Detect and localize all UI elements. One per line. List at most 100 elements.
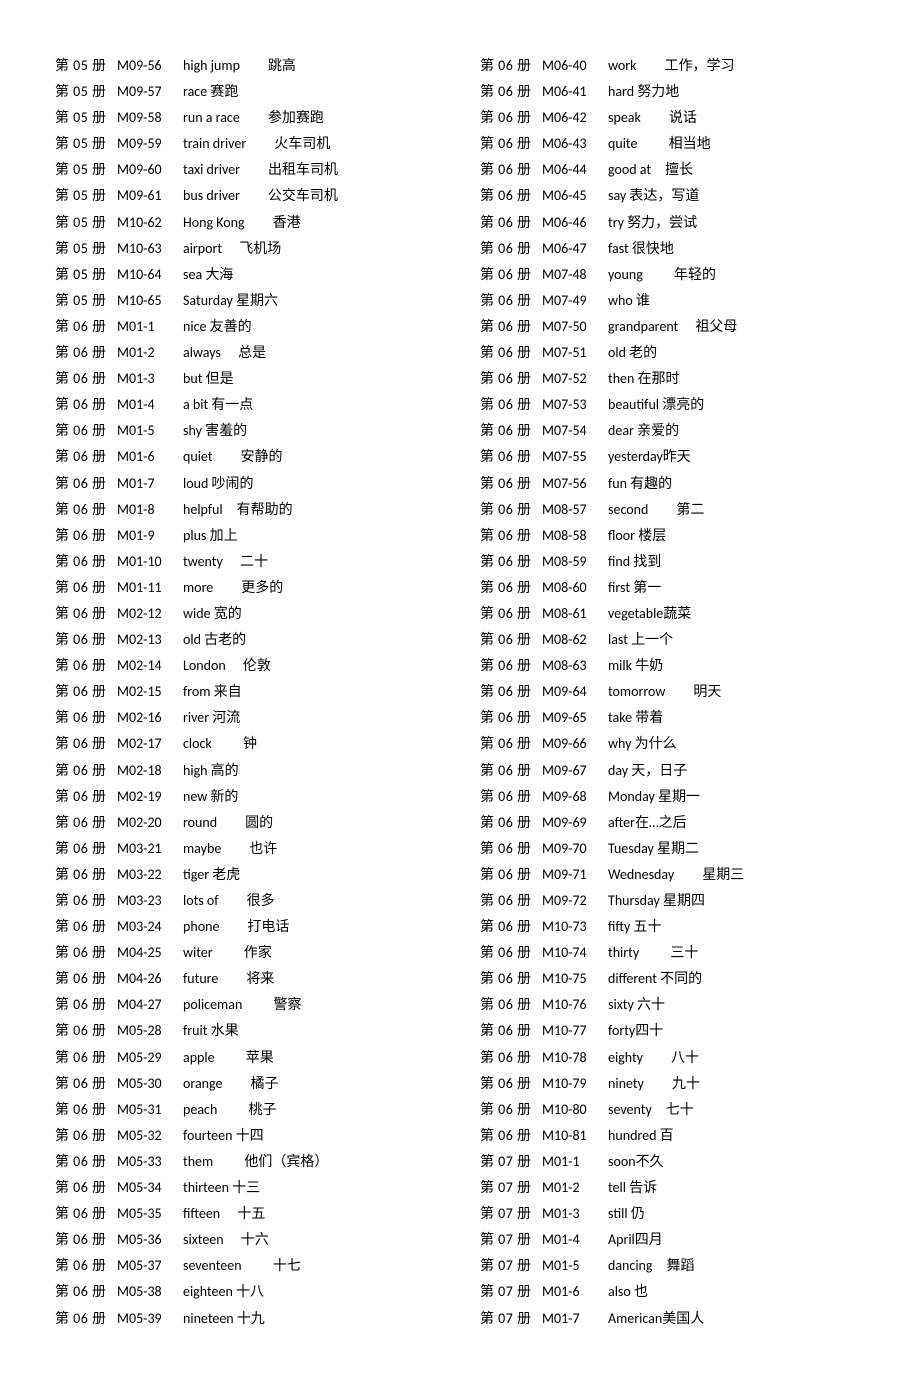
module-code: M01-1 (117, 317, 183, 337)
vocab-entry: thirteen 十三 (183, 1178, 425, 1198)
module-code: M09-72 (542, 891, 608, 911)
vocab-entry: soon不久 (608, 1152, 850, 1172)
book-label: 第 05 册 (55, 108, 117, 128)
vocab-entry: but 但是 (183, 369, 425, 389)
vocab-row: 第 06 册M02-14London 伦敦 (55, 656, 425, 676)
module-code: M06-43 (542, 134, 608, 154)
book-label: 第 06 册 (480, 813, 542, 833)
book-label: 第 06 册 (55, 421, 117, 441)
vocab-entry: grandparent 祖父母 (608, 317, 850, 337)
book-label: 第 06 册 (480, 604, 542, 624)
book-label: 第 05 册 (55, 186, 117, 206)
book-label: 第 06 册 (480, 134, 542, 154)
module-code: M10-80 (542, 1100, 608, 1120)
book-label: 第 06 册 (55, 839, 117, 859)
vocab-row: 第 06 册M05-38eighteen 十八 (55, 1282, 425, 1302)
book-label: 第 06 册 (480, 865, 542, 885)
vocab-row: 第 05 册M10-64sea 大海 (55, 265, 425, 285)
vocab-row: 第 06 册M01-2always 总是 (55, 343, 425, 363)
vocab-row: 第 06 册M01-5shy 害羞的 (55, 421, 425, 441)
vocab-entry: Thursday 星期四 (608, 891, 850, 911)
book-label: 第 06 册 (55, 500, 117, 520)
vocab-row: 第 06 册M06-42speak 说话 (480, 108, 850, 128)
module-code: M07-56 (542, 474, 608, 494)
vocab-row: 第 06 册M01-3but 但是 (55, 369, 425, 389)
book-label: 第 06 册 (480, 317, 542, 337)
vocab-row: 第 06 册M07-56fun 有趣的 (480, 474, 850, 494)
vocab-entry: Monday 星期一 (608, 787, 850, 807)
module-code: M01-7 (117, 474, 183, 494)
vocab-entry: take 带着 (608, 708, 850, 728)
book-label: 第 05 册 (55, 291, 117, 311)
book-label: 第 05 册 (55, 239, 117, 259)
vocab-entry: fifty 五十 (608, 917, 850, 937)
book-label: 第 06 册 (55, 343, 117, 363)
vocab-entry: hard 努力地 (608, 82, 850, 102)
book-label: 第 06 册 (55, 656, 117, 676)
vocab-entry: seventy 七十 (608, 1100, 850, 1120)
book-label: 第 06 册 (480, 969, 542, 989)
module-code: M01-5 (542, 1256, 608, 1276)
vocab-entry: quiet 安静的 (183, 447, 425, 467)
module-code: M09-58 (117, 108, 183, 128)
book-label: 第 05 册 (55, 213, 117, 233)
module-code: M05-30 (117, 1074, 183, 1094)
book-label: 第 06 册 (480, 578, 542, 598)
module-code: M10-76 (542, 995, 608, 1015)
vocab-row: 第 06 册M04-27policeman 警察 (55, 995, 425, 1015)
vocab-entry: more 更多的 (183, 578, 425, 598)
vocab-row: 第 06 册M05-30orange 橘子 (55, 1074, 425, 1094)
vocab-entry: always 总是 (183, 343, 425, 363)
vocab-row: 第 06 册M08-60first 第一 (480, 578, 850, 598)
book-label: 第 07 册 (480, 1282, 542, 1302)
vocab-row: 第 06 册M06-45say 表达，写道 (480, 186, 850, 206)
book-label: 第 06 册 (480, 552, 542, 572)
vocab-entry: second 第二 (608, 500, 850, 520)
module-code: M09-65 (542, 708, 608, 728)
module-code: M03-21 (117, 839, 183, 859)
book-label: 第 06 册 (55, 552, 117, 572)
vocab-entry: wide 宽的 (183, 604, 425, 624)
module-code: M06-47 (542, 239, 608, 259)
vocab-row: 第 06 册M08-58floor 楼层 (480, 526, 850, 546)
vocab-row: 第 06 册M02-12wide 宽的 (55, 604, 425, 624)
module-code: M03-23 (117, 891, 183, 911)
vocab-row: 第 06 册M10-79ninety 九十 (480, 1074, 850, 1094)
vocab-row: 第 06 册M01-6quiet 安静的 (55, 447, 425, 467)
module-code: M01-2 (542, 1178, 608, 1198)
module-code: M09-69 (542, 813, 608, 833)
vocab-row: 第 06 册M04-25witer 作家 (55, 943, 425, 963)
module-code: M01-6 (542, 1282, 608, 1302)
vocab-row: 第 06 册M05-34thirteen 十三 (55, 1178, 425, 1198)
vocab-row: 第 06 册M07-53beautiful 漂亮的 (480, 395, 850, 415)
book-label: 第 06 册 (480, 630, 542, 650)
vocab-row: 第 05 册M10-63airport 飞机场 (55, 239, 425, 259)
vocab-row: 第 06 册M02-19new 新的 (55, 787, 425, 807)
book-label: 第 06 册 (55, 787, 117, 807)
vocab-entry: new 新的 (183, 787, 425, 807)
module-code: M05-28 (117, 1021, 183, 1041)
module-code: M01-2 (117, 343, 183, 363)
book-label: 第 06 册 (55, 761, 117, 781)
module-code: M07-49 (542, 291, 608, 311)
book-label: 第 06 册 (480, 265, 542, 285)
columns-container: 第 05 册M09-56high jump 跳高第 05 册M09-57race… (55, 56, 865, 1335)
vocab-entry: train driver 火车司机 (183, 134, 425, 154)
vocab-entry: taxi driver 出租车司机 (183, 160, 425, 180)
module-code: M03-24 (117, 917, 183, 937)
module-code: M01-3 (117, 369, 183, 389)
book-label: 第 06 册 (55, 891, 117, 911)
vocab-entry: nineteen 十九 (183, 1309, 425, 1329)
vocab-row: 第 06 册M10-80seventy 七十 (480, 1100, 850, 1120)
vocab-entry: bus driver 公交车司机 (183, 186, 425, 206)
vocab-entry: shy 害羞的 (183, 421, 425, 441)
module-code: M02-19 (117, 787, 183, 807)
module-code: M06-45 (542, 186, 608, 206)
vocab-entry: river 河流 (183, 708, 425, 728)
module-code: M08-58 (542, 526, 608, 546)
vocab-row: 第 07 册M01-2tell 告诉 (480, 1178, 850, 1198)
module-code: M05-29 (117, 1048, 183, 1068)
module-code: M07-50 (542, 317, 608, 337)
vocab-entry: airport 飞机场 (183, 239, 425, 259)
vocab-row: 第 05 册M09-58run a race 参加赛跑 (55, 108, 425, 128)
